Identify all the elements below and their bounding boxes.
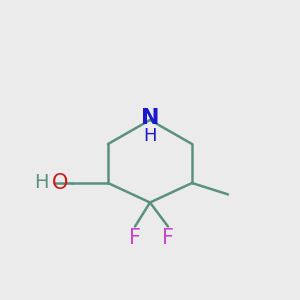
Text: H: H <box>34 173 49 193</box>
Text: H: H <box>143 127 157 145</box>
Text: F: F <box>162 228 174 248</box>
Text: N: N <box>141 108 159 128</box>
Text: O: O <box>52 173 68 193</box>
Text: F: F <box>129 228 141 248</box>
